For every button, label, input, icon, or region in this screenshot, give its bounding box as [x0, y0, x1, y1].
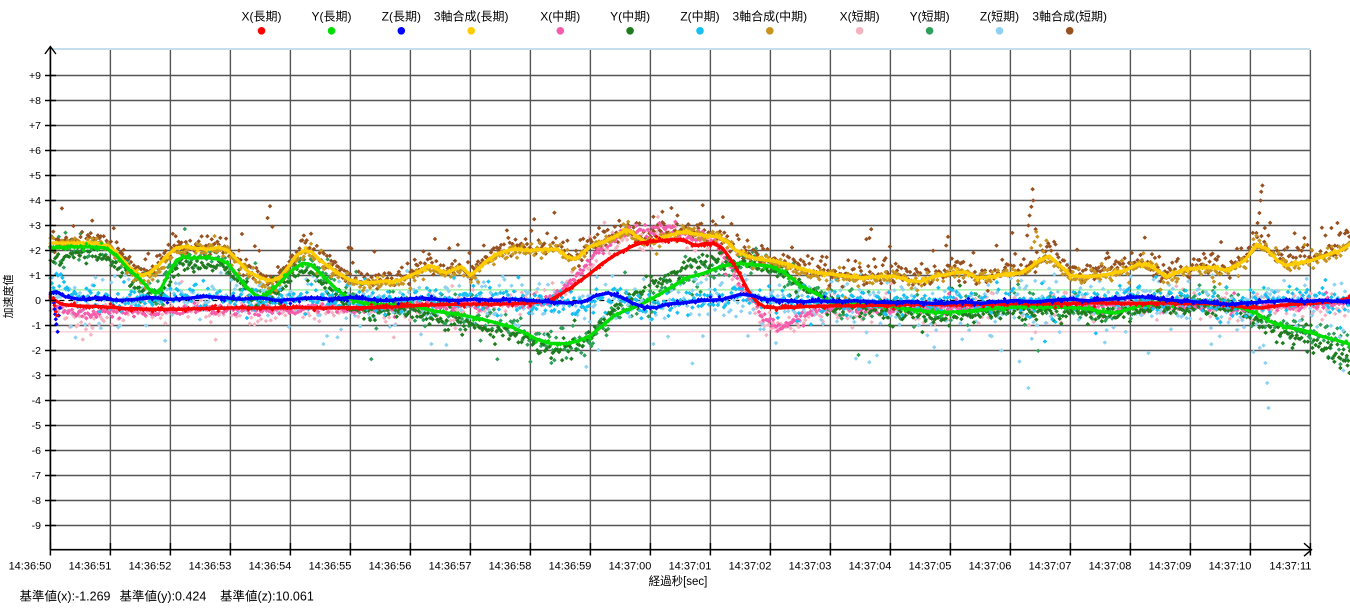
svg-text:14:37:04: 14:37:04 — [849, 561, 892, 573]
svg-text:0: 0 — [35, 295, 41, 307]
svg-text:-6: -6 — [32, 445, 41, 457]
svg-text:14:37:10: 14:37:10 — [1209, 561, 1252, 573]
svg-text:14:37:03: 14:37:03 — [789, 561, 832, 573]
svg-text:+5: +5 — [29, 170, 41, 182]
svg-text:14:37:08: 14:37:08 — [1089, 561, 1132, 573]
svg-text:-3: -3 — [32, 370, 41, 382]
svg-text:基準値(z):10.061: 基準値(z):10.061 — [220, 589, 314, 604]
svg-text:14:37:07: 14:37:07 — [1029, 561, 1072, 573]
svg-text:X(長期): X(長期) — [242, 10, 282, 24]
svg-text:Z(長期): Z(長期) — [382, 10, 421, 24]
svg-text:14:37:01: 14:37:01 — [669, 561, 712, 573]
svg-text:14:37:11: 14:37:11 — [1269, 561, 1311, 573]
svg-text:14:36:50: 14:36:50 — [9, 561, 52, 573]
svg-text:-1: -1 — [32, 320, 41, 332]
svg-text:14:37:05: 14:37:05 — [909, 561, 952, 573]
svg-text:-2: -2 — [32, 345, 41, 357]
svg-text:14:36:57: 14:36:57 — [429, 561, 472, 573]
svg-text:+6: +6 — [29, 145, 41, 157]
svg-text:-8: -8 — [32, 495, 41, 507]
svg-text:Y(長期): Y(長期) — [312, 10, 352, 24]
svg-text:14:37:09: 14:37:09 — [1149, 561, 1192, 573]
svg-text:3軸合成(短期): 3軸合成(短期) — [1032, 9, 1107, 24]
svg-text:-5: -5 — [32, 420, 41, 432]
svg-text:基準値(x):-1.269: 基準値(x):-1.269 — [20, 589, 111, 604]
svg-text:+3: +3 — [29, 220, 41, 232]
svg-text:経過秒[sec]: 経過秒[sec] — [649, 574, 708, 588]
svg-text:3軸合成(長期): 3軸合成(長期) — [434, 9, 509, 24]
svg-text:14:36:53: 14:36:53 — [189, 561, 232, 573]
svg-text:基準値(y):0.424: 基準値(y):0.424 — [120, 589, 207, 604]
svg-text:-7: -7 — [32, 470, 41, 482]
svg-text:-4: -4 — [32, 395, 41, 407]
svg-text:Y(中期): Y(中期) — [610, 9, 650, 24]
svg-text:Y(短期): Y(短期) — [910, 10, 950, 24]
svg-text:+7: +7 — [29, 120, 41, 132]
svg-text:14:36:58: 14:36:58 — [489, 561, 532, 573]
svg-text:3軸合成(中期): 3軸合成(中期) — [732, 9, 807, 24]
svg-text:14:36:52: 14:36:52 — [129, 561, 172, 573]
svg-text:+9: +9 — [29, 70, 41, 82]
svg-text:+8: +8 — [29, 95, 41, 107]
svg-text:+4: +4 — [29, 195, 41, 207]
svg-text:-9: -9 — [32, 520, 41, 532]
svg-text:加速度値: 加速度値 — [1, 275, 15, 319]
svg-text:14:36:51: 14:36:51 — [69, 561, 112, 573]
svg-text:14:37:06: 14:37:06 — [969, 561, 1012, 573]
svg-text:14:36:54: 14:36:54 — [249, 561, 292, 573]
svg-text:14:36:59: 14:36:59 — [549, 561, 592, 573]
svg-text:14:37:00: 14:37:00 — [609, 561, 652, 573]
svg-text:Z(中期): Z(中期) — [680, 9, 719, 24]
svg-text:X(中期): X(中期) — [540, 9, 580, 24]
svg-text:14:36:55: 14:36:55 — [309, 561, 352, 573]
svg-text:Z(短期): Z(短期) — [980, 10, 1019, 24]
svg-text:X(短期): X(短期) — [840, 10, 880, 24]
svg-text:+2: +2 — [29, 245, 41, 257]
svg-text:14:36:56: 14:36:56 — [369, 561, 412, 573]
svg-text:+1: +1 — [29, 270, 41, 282]
svg-text:14:37:02: 14:37:02 — [729, 561, 772, 573]
